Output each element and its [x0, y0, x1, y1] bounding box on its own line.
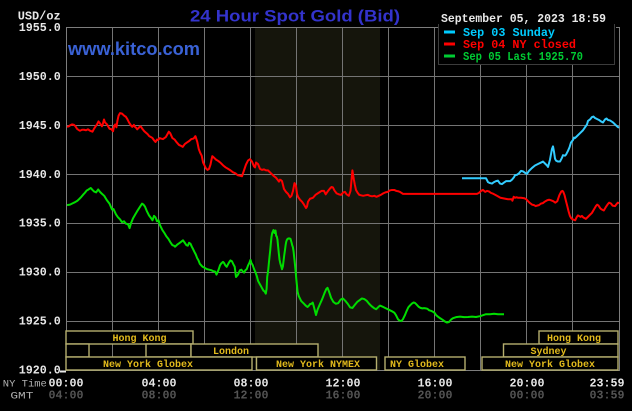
svg-text:08:00: 08:00: [142, 389, 177, 403]
svg-text:24 Hour Spot Gold (Bid): 24 Hour Spot Gold (Bid): [190, 7, 400, 26]
svg-text:16:00: 16:00: [418, 377, 453, 391]
svg-text:Sep 04 NY closed: Sep 04 NY closed: [463, 39, 576, 52]
svg-text:Sydney: Sydney: [531, 346, 568, 358]
svg-text:New York NYMEX: New York NYMEX: [276, 359, 361, 371]
svg-text:16:00: 16:00: [326, 389, 361, 403]
svg-text:12:00: 12:00: [326, 377, 361, 391]
svg-text:1955.0: 1955.0: [19, 21, 61, 35]
svg-text:23:59: 23:59: [590, 377, 625, 391]
svg-text:03:59: 03:59: [590, 389, 625, 403]
svg-text:www.kitco.com: www.kitco.com: [67, 39, 200, 59]
svg-text:September 05, 2023 18:59: September 05, 2023 18:59: [441, 13, 606, 26]
svg-text:1940.0: 1940.0: [19, 168, 61, 182]
svg-text:GMT: GMT: [10, 391, 33, 403]
svg-text:Hong Kong: Hong Kong: [547, 333, 601, 345]
svg-text:Hong Kong: Hong Kong: [113, 333, 167, 345]
svg-text:1950.0: 1950.0: [19, 70, 61, 84]
svg-text:New York Globex: New York Globex: [505, 359, 596, 371]
svg-text:00:00: 00:00: [510, 389, 545, 403]
svg-text:Sep 05 Last 1925.70: Sep 05 Last 1925.70: [463, 51, 583, 64]
svg-text:1945.0: 1945.0: [19, 119, 61, 133]
svg-text:20:00: 20:00: [418, 389, 453, 403]
svg-text:1920.0: 1920.0: [19, 364, 61, 378]
svg-text:1925.0: 1925.0: [19, 315, 61, 329]
svg-text:London: London: [213, 346, 249, 358]
svg-text:20:00: 20:00: [510, 377, 545, 391]
svg-text:1930.0: 1930.0: [19, 266, 61, 280]
svg-text:12:00: 12:00: [234, 389, 269, 403]
svg-text:Sep 03 Sunday: Sep 03 Sunday: [463, 27, 555, 40]
svg-text:New York Globex: New York Globex: [103, 359, 194, 371]
svg-text:00:00: 00:00: [49, 377, 84, 391]
svg-text:04:00: 04:00: [142, 377, 177, 391]
svg-text:08:00: 08:00: [234, 377, 269, 391]
svg-text:NY Time: NY Time: [3, 379, 47, 391]
svg-text:NY Globex: NY Globex: [390, 359, 445, 371]
svg-text:1935.0: 1935.0: [19, 217, 61, 231]
svg-text:USD/oz: USD/oz: [18, 10, 61, 24]
svg-text:04:00: 04:00: [49, 389, 84, 403]
